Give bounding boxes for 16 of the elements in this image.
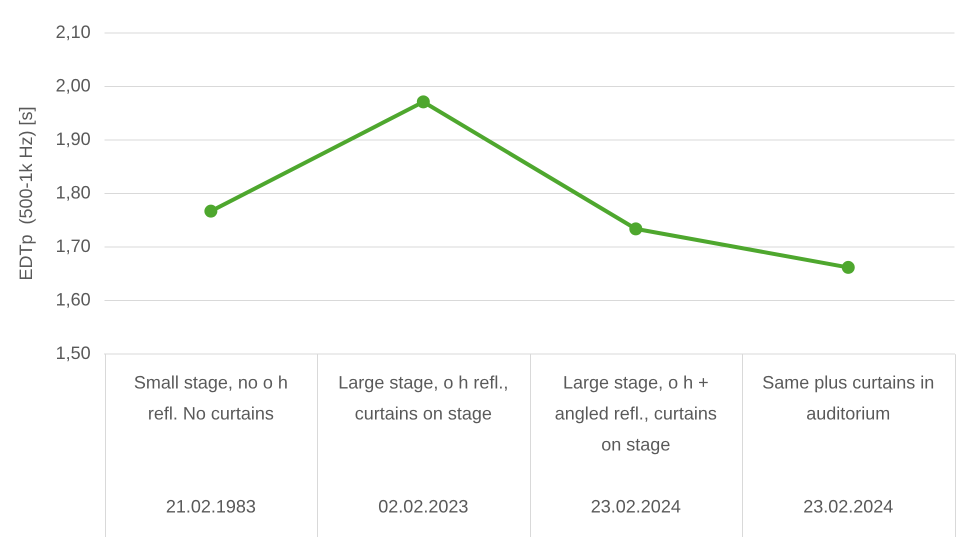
category-label: Large stage, o h refl., curtains on stage 02.02.2023 [338,372,508,516]
point [629,222,642,236]
category-label: Large stage, o h + angled refl., curtains on stage 23.02.2024 [554,372,717,516]
point [416,95,430,108]
y-tick-label: 1,50 [56,343,91,364]
y-tick-label: 1,60 [56,290,91,310]
point [204,204,218,218]
y-axis-title: EDTp (500-1k Hz) [s] [16,106,36,281]
y-tick-label: 2,00 [56,75,91,96]
y-tick-label: 1,90 [56,128,91,149]
point [842,260,855,274]
category-label: Same plus curtains in auditorium 23.02.2024 [762,372,934,516]
y-tick-label: 2,10 [56,22,91,42]
y-tick-label: 1,80 [56,182,91,202]
y-tick-label: 1,70 [56,236,91,256]
category-label: Small stage, no o h refl. No curtains 21.02.1983 [134,372,288,516]
